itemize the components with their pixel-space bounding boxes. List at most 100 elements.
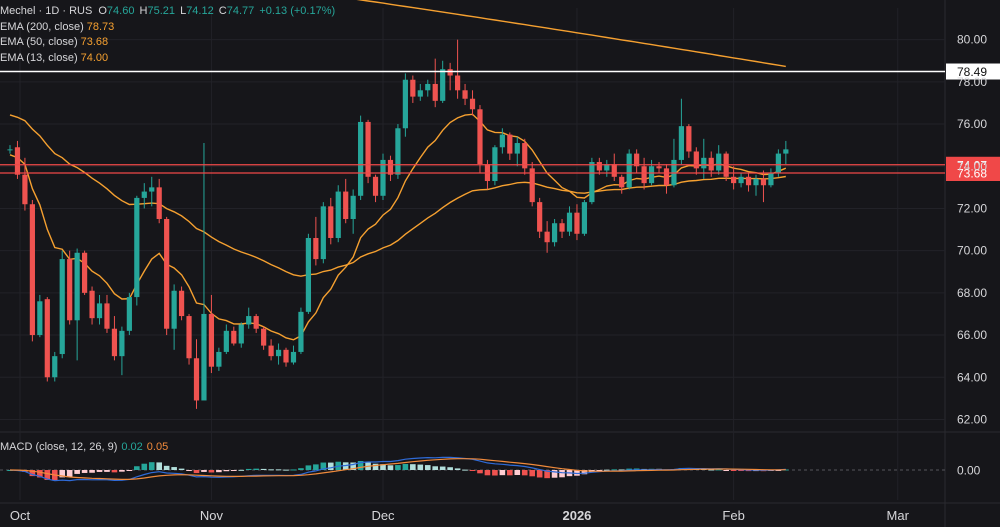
candle-body: [216, 351, 222, 367]
candle-body: [686, 126, 692, 152]
macd-histogram-bar: [238, 469, 245, 471]
ema50-legend[interactable]: EMA (50, close) 73.68: [0, 35, 335, 51]
candle-body: [328, 206, 334, 238]
macd-histogram-bar: [730, 470, 737, 471]
macd-histogram-bar: [156, 462, 162, 470]
candle-body: [275, 349, 282, 357]
level-label: 73.68: [957, 167, 987, 181]
candle-body: [67, 259, 73, 321]
macd-histogram-bar: [417, 464, 424, 470]
candle-body: [410, 79, 416, 97]
candle-body: [395, 128, 401, 175]
macd-histogram-bar: [216, 470, 222, 473]
level-label-bg: [946, 165, 1000, 182]
macd-histogram-bar: [380, 464, 386, 470]
ema200-label: EMA (200, close): [0, 20, 84, 33]
macd-line: [9, 456, 786, 482]
candle-body: [261, 328, 267, 346]
candle-body: [37, 301, 43, 336]
macd-label: MACD (close, 12, 26, 9): [0, 441, 118, 453]
macd-histogram-bar: [81, 470, 88, 473]
x-tick-label: Oct: [10, 508, 31, 523]
candles: [7, 39, 789, 409]
macd-histogram-bar: [320, 462, 327, 470]
candle-body: [29, 204, 35, 336]
x-tick-label: Dec: [371, 508, 395, 523]
macd-histogram-bar: [163, 465, 170, 470]
candle-body: [223, 330, 229, 352]
macd-histogram-bar: [618, 469, 625, 471]
candle-body: [589, 162, 595, 203]
macd-histogram-bar: [402, 463, 409, 470]
ema13-label: EMA (13, close): [0, 51, 78, 64]
candle-body: [716, 153, 722, 171]
macd-histogram-bar: [298, 468, 304, 470]
macd-histogram-bar: [574, 470, 580, 476]
macd-histogram-bar: [604, 469, 610, 471]
macd-histogram-bar: [492, 470, 498, 476]
candle-body: [380, 159, 386, 196]
high-value: 75.21: [147, 5, 175, 17]
high-label: H: [139, 5, 148, 17]
y-tick-label: 76.00: [957, 117, 987, 131]
macd-histogram-bar: [410, 464, 416, 470]
macd-histogram-bar: [611, 469, 618, 471]
macd-histogram-bar: [484, 470, 491, 476]
macd-signal-line: [9, 458, 786, 480]
macd-histogram-bar: [372, 463, 379, 470]
candle-body: [305, 237, 311, 312]
candle-body: [581, 202, 588, 234]
candle-body: [529, 168, 535, 203]
candle-body: [455, 75, 461, 91]
macd-legend[interactable]: MACD (close, 12, 26, 9) 0.02 0.05: [0, 441, 168, 453]
candle-body: [104, 303, 110, 329]
ema200-value: 78.73: [86, 20, 115, 33]
macd-histogram-bar: [350, 462, 356, 470]
candle-body: [350, 195, 356, 219]
candle-body: [208, 313, 215, 367]
candle-body: [119, 330, 125, 357]
macd-histogram-bar: [290, 469, 297, 471]
y-tick-label: 78.00: [957, 75, 987, 89]
candle-body: [201, 313, 207, 401]
candle-body: [193, 358, 200, 401]
macd-histogram-bar: [439, 466, 446, 470]
macd-histogram-bar: [119, 470, 125, 472]
ema200-legend[interactable]: EMA (200, close) 78.73: [0, 20, 335, 36]
macd-histogram-bar: [432, 466, 439, 470]
macd-histogram-bar: [395, 465, 401, 470]
macd-histogram-bar: [536, 470, 543, 478]
ema13-legend[interactable]: EMA (13, close) 74.00: [0, 51, 335, 67]
candle-body: [656, 166, 662, 169]
macd-histogram-bar: [44, 470, 51, 480]
y-tick-label: 80.00: [957, 33, 987, 47]
macd-histogram-bar: [708, 469, 715, 471]
candle-body: [74, 252, 80, 321]
macd-histogram-bar: [775, 470, 782, 471]
ohlc-legend: Mechel · 1D · RUS O74.60 H75.21 L74.12 C…: [0, 4, 335, 20]
candle-body: [126, 297, 132, 331]
macd-histogram-bar: [723, 470, 729, 471]
macd-histogram-bar: [342, 462, 349, 470]
candle-body: [96, 303, 103, 319]
macd-histogram-bar: [283, 469, 289, 471]
candle-body: [596, 162, 602, 171]
macd-histogram-bar: [544, 470, 550, 479]
macd-histogram-bar: [357, 461, 364, 470]
candle-body: [551, 223, 558, 243]
candle-body: [447, 69, 453, 76]
symbol-label: Mechel · 1D · RUS: [0, 5, 93, 17]
macd-histogram-bar: [66, 470, 73, 477]
macd-histogram-bar: [201, 470, 207, 472]
candle-body: [693, 151, 699, 169]
candle-body: [783, 149, 789, 154]
candle-body: [231, 330, 237, 344]
ema50-label: EMA (50, close): [0, 36, 78, 48]
macd-histogram-bar: [96, 470, 103, 472]
macd-histogram-bar: [208, 470, 215, 473]
y-tick-label: 68.00: [957, 286, 987, 300]
candle-body: [678, 126, 684, 160]
horizontal-levels[interactable]: 78.4974.0773.68: [0, 63, 1000, 182]
